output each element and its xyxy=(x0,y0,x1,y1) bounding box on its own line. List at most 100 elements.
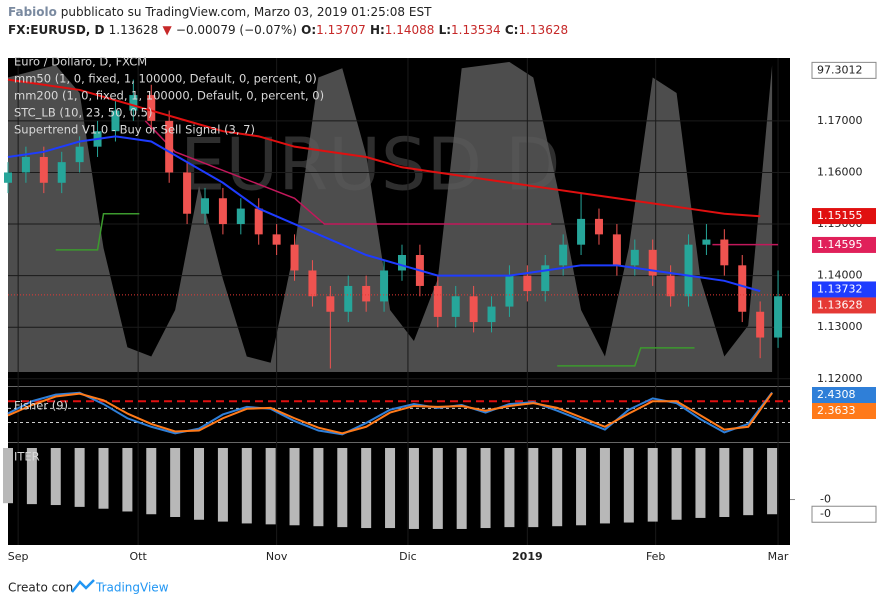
low: 1.13534 xyxy=(451,23,501,37)
candle-body xyxy=(397,255,406,271)
iter-bar xyxy=(98,448,109,509)
legend-entry: STC_LB (10, 23, 50, 0.5) xyxy=(14,106,152,120)
iter-bar xyxy=(26,448,37,505)
iter-bar xyxy=(146,448,157,515)
candle-body xyxy=(4,172,12,183)
price-marker-label: 1.13628 xyxy=(817,298,863,311)
candle-body xyxy=(541,265,550,292)
iter-bar xyxy=(170,448,181,517)
y-tick-label: 1.12000 xyxy=(817,372,863,385)
candle-body xyxy=(165,120,174,173)
y-tick-label: 1.16000 xyxy=(817,165,863,178)
candle-body xyxy=(254,208,263,235)
stc-marker-label: 97.3012 xyxy=(817,63,863,76)
price-marker xyxy=(812,281,876,298)
fisher-marker-label: 2.3633 xyxy=(817,404,856,417)
l-label: L: xyxy=(439,23,451,37)
candle-body xyxy=(648,249,657,276)
candle-body xyxy=(702,239,711,245)
iter-bar xyxy=(408,448,419,529)
iter-bar xyxy=(576,448,587,526)
iter-marker-label: -0 xyxy=(820,507,831,520)
brand-icon xyxy=(71,579,95,593)
candle-body xyxy=(344,285,353,312)
iter-bar xyxy=(480,448,491,529)
legend-entry: Supertrend V1.0 - Buy or Sell Signal (3,… xyxy=(14,123,255,137)
iter-bar xyxy=(504,448,515,528)
iter-bar xyxy=(241,448,252,524)
candle-body xyxy=(523,275,532,292)
fisher-line xyxy=(7,391,773,436)
iter-bar xyxy=(217,448,228,522)
x-tick-label: Nov xyxy=(266,550,288,563)
candle-body xyxy=(308,270,317,297)
last: 1.13628 xyxy=(109,23,159,37)
candle-body xyxy=(218,198,227,225)
candle-body xyxy=(21,156,30,173)
open: 1.13707 xyxy=(316,23,366,37)
user[interactable]: Fabiolo xyxy=(8,5,57,19)
iter-bar xyxy=(3,448,13,504)
price-marker-label: 1.15155 xyxy=(817,209,863,222)
candle-body xyxy=(505,275,514,307)
candle-body xyxy=(666,275,675,297)
candle-body xyxy=(469,296,478,323)
close: 1.13628 xyxy=(518,23,568,37)
footer-text: Creato con xyxy=(8,581,73,595)
price-marker-label: 1.14595 xyxy=(817,238,863,251)
legend-entry: mm200 (1, 0, fixed, 1, 100000, Default, … xyxy=(14,89,324,103)
fisher-line xyxy=(7,392,773,435)
c-label: C: xyxy=(505,23,519,37)
iter-bar xyxy=(743,448,754,516)
candle-body xyxy=(487,306,496,323)
iter-bar xyxy=(719,448,730,517)
candle-body xyxy=(326,296,335,312)
x-tick-label: 2019 xyxy=(512,550,543,563)
iter-bar xyxy=(767,448,778,515)
candle-body xyxy=(720,239,729,266)
candle-body xyxy=(559,244,568,266)
candle-body xyxy=(362,285,371,302)
price-marker xyxy=(812,236,876,253)
candle-body xyxy=(433,285,442,317)
iter-bar xyxy=(50,448,61,506)
iter-bar xyxy=(528,448,539,528)
legend-entry: mm50 (1, 0, fixed, 1, 100000, Default, 0… xyxy=(14,72,317,86)
brand[interactable]: TradingView xyxy=(95,581,169,595)
iter-bar xyxy=(623,448,634,523)
stc-marker xyxy=(811,61,877,79)
candle-body xyxy=(380,270,389,302)
y-tick-label: 1.13000 xyxy=(817,320,863,333)
x-tick-label: Sep xyxy=(8,550,29,563)
candle-body xyxy=(612,234,621,266)
iter-bar xyxy=(289,448,300,526)
candle-body xyxy=(272,234,281,245)
published: pubblicato su TradingView.com, Marzo 03,… xyxy=(61,5,432,19)
iter-bar xyxy=(432,448,443,529)
candle-body xyxy=(577,218,586,245)
moving-average xyxy=(7,135,761,293)
iter-tick-label: -0 xyxy=(820,493,831,506)
iter-marker xyxy=(811,505,877,523)
iter-bar xyxy=(671,448,682,520)
fisher-marker xyxy=(812,403,876,419)
candle-body xyxy=(594,218,603,235)
iter-bar xyxy=(361,448,372,529)
iter-legend: ITER xyxy=(14,450,40,464)
iter-bar xyxy=(456,448,467,529)
candle-body xyxy=(738,265,747,312)
iter-bar xyxy=(599,448,610,524)
candle-body xyxy=(183,172,192,214)
iter-bar xyxy=(337,448,348,528)
price-marker-label: 1.13732 xyxy=(817,282,863,295)
change: −0.00079 (−0.07%) xyxy=(176,23,297,37)
iter-bar xyxy=(695,448,706,518)
candle-body xyxy=(290,244,299,271)
high: 1.14088 xyxy=(385,23,435,37)
fisher-marker xyxy=(812,387,876,403)
legend-title: Euro / Dollaro, D, FXCM xyxy=(14,55,147,69)
candle-body xyxy=(774,296,783,338)
candle-body xyxy=(200,198,209,214)
candle-body xyxy=(147,95,156,121)
symbol: FX:EURUSD, D xyxy=(8,23,105,37)
